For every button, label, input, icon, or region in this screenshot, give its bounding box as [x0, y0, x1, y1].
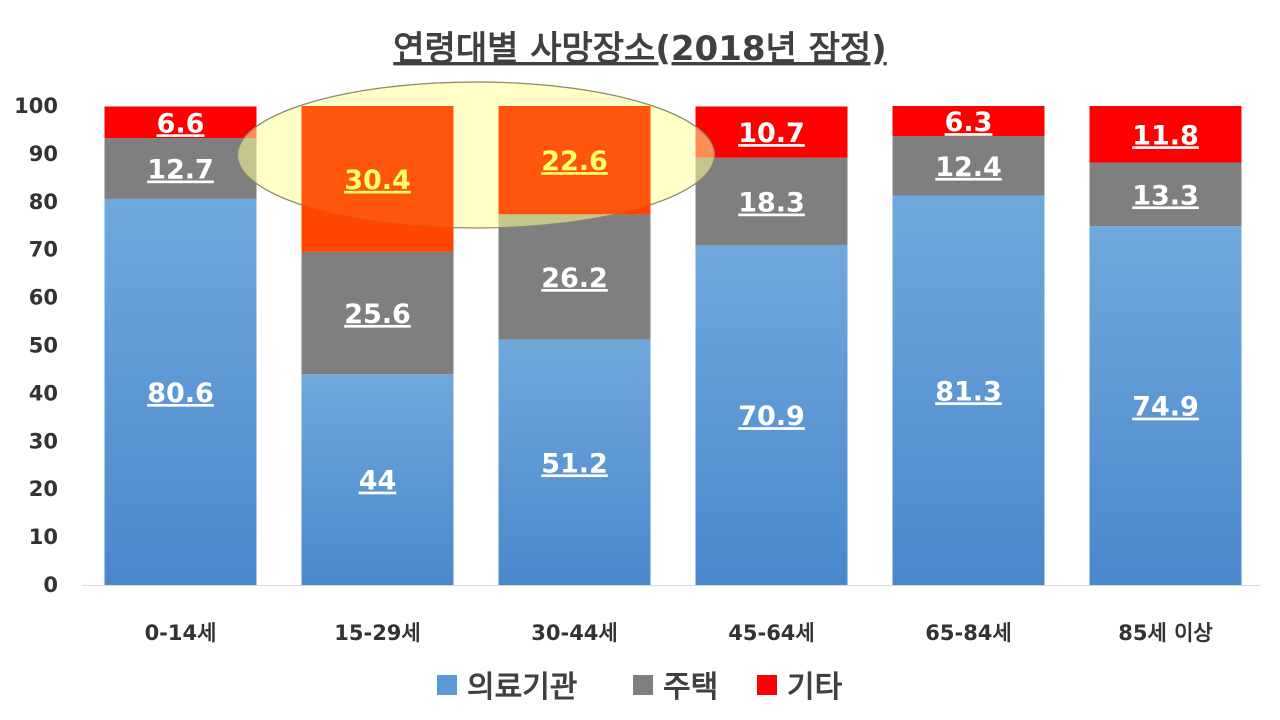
- bar-의료기관-15-29세: [301, 374, 454, 585]
- data-label: 13.3: [1132, 180, 1199, 211]
- bar-주택-85세 이상: [1089, 162, 1242, 227]
- y-tick-label: 80: [29, 190, 58, 214]
- x-tick-label: 15-29세: [334, 621, 420, 645]
- highlight-layer: [236, 81, 716, 252]
- legend-label: 기타: [787, 670, 843, 705]
- data-label: 11.8: [1132, 120, 1199, 151]
- x-tick-label: 85세 이상: [1118, 621, 1213, 645]
- data-label: 74.9: [1132, 392, 1199, 423]
- bar-emphasis-30-44세: [498, 106, 651, 215]
- data-label: 70.9: [738, 401, 805, 432]
- x-tick-label: 30-44세: [531, 621, 617, 645]
- y-tick-label: 100: [14, 94, 58, 118]
- bar-의료기관-0-14세: [104, 198, 257, 585]
- x-tick-label: 45-64세: [728, 621, 814, 645]
- y-tick-label: 90: [29, 142, 58, 166]
- bar-주택-0-14세: [104, 138, 257, 199]
- data-label: 26.2: [541, 263, 608, 294]
- chart-title: 연령대별 사망장소(2018년 잠정): [393, 29, 886, 69]
- y-tick-label: 40: [29, 381, 58, 405]
- legend: 의료기관 주택 기타: [437, 670, 843, 705]
- bar-의료기관-30-44세: [498, 339, 651, 585]
- bar-기타-65-84세: [892, 106, 1045, 137]
- data-label: 12.4: [935, 152, 1002, 183]
- data-label: 12.7: [147, 155, 214, 186]
- y-tick-label: 30: [29, 429, 58, 453]
- data-label: 10.7: [738, 118, 805, 149]
- bars-layer: [104, 106, 1242, 586]
- legend-swatch: [437, 675, 457, 695]
- data-label: 44: [359, 466, 397, 497]
- labels-layer: 80.6 12.7 6.6 44 25.6 30.4 51.2 26.2 22.6 70.9 18.…: [147, 107, 1199, 497]
- legend-swatch: [757, 675, 777, 695]
- data-label: 22.6: [541, 146, 608, 177]
- bar-기타-0-14세: [104, 106, 257, 139]
- x-tick-label: 65-84세: [925, 621, 1011, 645]
- legend-label: 의료기관: [467, 670, 577, 705]
- y-tick-label: 70: [29, 238, 58, 262]
- y-tick-label: 0: [43, 573, 58, 597]
- data-label: 25.6: [344, 299, 411, 330]
- y-tick-label: 50: [29, 334, 58, 358]
- bar-emphasis-15-29세: [301, 106, 454, 252]
- bar-의료기관-85세 이상: [1089, 226, 1242, 585]
- y-tick-label: 20: [29, 477, 58, 501]
- bar-주택-15-29세: [301, 251, 454, 375]
- data-label: 6.6: [157, 108, 205, 139]
- data-label: 6.3: [945, 107, 993, 138]
- legend-label: 주택: [663, 670, 718, 705]
- data-label: 18.3: [738, 188, 805, 219]
- bar-의료기관-65-84세: [892, 195, 1045, 585]
- bar-주택-45-64세: [695, 157, 848, 246]
- data-label: 80.6: [147, 378, 214, 409]
- data-label: 81.3: [935, 376, 1002, 407]
- bar-주택-65-84세: [892, 136, 1045, 196]
- bar-기타-85세 이상: [1089, 106, 1242, 163]
- y-tick-label: 10: [29, 525, 58, 549]
- data-label: 30.4: [344, 165, 411, 196]
- data-label: 51.2: [541, 448, 608, 479]
- bar-주택-30-44세: [498, 214, 651, 340]
- bar-의료기관-45-64세: [695, 245, 848, 586]
- bar-기타-45-64세: [695, 106, 848, 158]
- x-tick-label: 0-14세: [145, 621, 217, 645]
- legend-swatch: [633, 675, 653, 695]
- y-tick-label: 60: [29, 286, 58, 310]
- axis-layer: 0 10 20 30 40 50 60 70 80 90 100 0-14세 15-29세 30-44세 4…: [14, 94, 1260, 645]
